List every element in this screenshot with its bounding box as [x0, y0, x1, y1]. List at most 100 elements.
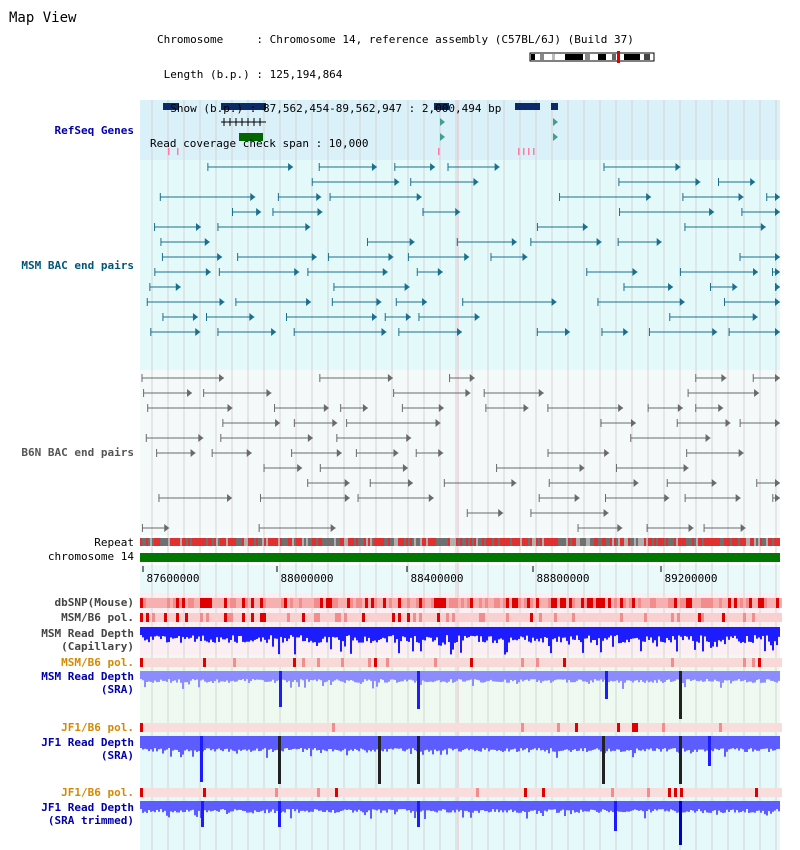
- msm-b6-pol-sra-cell: [173, 658, 176, 667]
- repeat-element: [402, 538, 404, 546]
- jf1-b6-pol-cell: [626, 723, 629, 732]
- repeat-element: [264, 538, 266, 546]
- repeat-element: [736, 538, 738, 546]
- msm-depth-capillary-bar: [610, 627, 612, 636]
- msm-b6-pol-sra-cell: [485, 658, 488, 667]
- jf1-depth-sra-bar: [228, 736, 230, 752]
- jf1-b6-pol-trim-cell: [287, 788, 290, 797]
- jf1-depth-sra-bar: [150, 736, 152, 750]
- axis-track-bg: [140, 565, 780, 593]
- repeat-element: [160, 538, 162, 546]
- msm-b6-pol-cell: [653, 613, 656, 622]
- jf1-depth-sra-bar: [436, 736, 438, 752]
- jf1-b6-pol-cell: [266, 723, 269, 732]
- b6n-bac-end-arrow: [275, 419, 281, 427]
- msm-b6-pol-sra-cell: [476, 658, 479, 667]
- jf1-depth-sra-bar: [422, 736, 424, 755]
- msm-depth-sra-bar: [332, 671, 334, 682]
- jf1-depth-trim-bar: [300, 801, 302, 811]
- jf1-depth-trim-bar: [298, 801, 300, 813]
- repeat-element: [474, 538, 476, 546]
- msm-depth-sra-bar: [328, 671, 330, 681]
- msm-b6-pol-cell: [458, 613, 461, 622]
- msm-depth-sra-bar: [578, 671, 580, 680]
- b6n-bac-end-arrow: [775, 494, 780, 502]
- jf1-depth-sra-bar: [566, 736, 568, 750]
- jf1-depth-trim-bar: [720, 801, 722, 813]
- repeat-element: [334, 538, 336, 546]
- msm-depth-capillary-bar: [140, 627, 142, 636]
- jf1-depth-sra-bar: [194, 736, 196, 751]
- jf1-depth-sra-bar: [614, 736, 616, 751]
- track-label-msm-depth-cap[interactable]: MSM Read Depth: [41, 627, 134, 640]
- jf1-depth-sra-bar: [762, 736, 764, 749]
- msm-depth-sra-bar: [254, 671, 256, 681]
- msm-b6-pol-sra-cell: [338, 658, 341, 667]
- track-label-msm-b6-pol-1[interactable]: MSM/B6 pol.: [61, 611, 134, 624]
- track-label-dbsnp[interactable]: dbSNP(Mouse): [54, 596, 134, 609]
- dbsnp-cell: [743, 598, 746, 608]
- jf1-b6-pol-trim-cell: [308, 788, 311, 797]
- jf1-b6-pol-trim-cell: [563, 788, 566, 797]
- jf1-depth-trim-bar: [740, 801, 742, 813]
- jf1-b6-pol-cell: [503, 723, 506, 732]
- repeat-element: [406, 538, 408, 546]
- jf1-depth-trim-bar: [382, 801, 384, 811]
- msm-depth-capillary-bar: [592, 627, 594, 641]
- jf1-b6-pol-trim-cell: [335, 788, 338, 797]
- msm-depth-capillary-bar: [280, 627, 282, 637]
- msm-b6-pol-cell: [767, 613, 770, 622]
- track-label-chromosome[interactable]: chromosome 14: [47, 550, 134, 563]
- track-label-jf1-b6-pol-2[interactable]: JF1/B6 pol.: [61, 786, 134, 799]
- jf1-depth-trim-bar: [438, 801, 440, 811]
- msm-depth-sra-bar: [666, 671, 668, 680]
- msm-b6-pol-sra-cell: [695, 658, 698, 667]
- track-label-b6n-bac[interactable]: B6N BAC end pairs: [21, 446, 134, 459]
- track-label-repeat[interactable]: Repeat: [94, 536, 134, 549]
- msm-depth-capillary-bar: [682, 627, 684, 641]
- repeat-element: [260, 538, 262, 546]
- jf1-b6-pol-cell: [359, 723, 362, 732]
- jf1-b6-pol-cell: [617, 723, 620, 732]
- jf1-b6-pol-trim-cell: [674, 788, 677, 797]
- b6n-bac-end-arrow: [775, 374, 780, 382]
- jf1-b6-pol-trim-cell: [200, 788, 203, 797]
- jf1-depth-trim-bar: [390, 801, 392, 810]
- track-label-jf1-b6-pol-1[interactable]: JF1/B6 pol.: [61, 721, 134, 734]
- msm-b6-pol-sra-cell: [515, 658, 518, 667]
- msm-depth-sra-bar: [218, 671, 220, 683]
- jf1-depth-sra-bar: [770, 736, 772, 749]
- msm-depth-capillary-bar: [196, 627, 198, 639]
- msm-b6-pol-sra-cell: [779, 658, 782, 667]
- msm-b6-pol-cell: [350, 613, 353, 622]
- jf1-b6-pol-cell: [629, 723, 632, 732]
- dbsnp-cell: [419, 598, 422, 608]
- msm-b6-pol-sra-cell: [395, 658, 398, 667]
- msm-b6-pol-sra-cell: [533, 658, 536, 667]
- track-label-msm-b6-pol-2[interactable]: MSM/B6 pol.: [61, 656, 134, 669]
- track-label-refseq[interactable]: RefSeq Genes: [54, 124, 134, 137]
- jf1-depth-sra-bar: [384, 736, 386, 750]
- track-label-msm-depth-sra[interactable]: MSM Read Depth: [41, 670, 134, 683]
- track-label-jf1-depth-trim[interactable]: JF1 Read Depth: [41, 801, 134, 814]
- jf1-b6-pol-cell: [671, 723, 674, 732]
- track-label-msm-bac[interactable]: MSM BAC end pairs: [21, 259, 134, 272]
- dbsnp-cell: [251, 598, 254, 608]
- msm-b6-pol-sra-cell: [233, 658, 236, 667]
- msm-b6-pol-cell: [509, 613, 512, 622]
- msm-depth-sra-bar: [734, 671, 736, 681]
- repeat-element: [570, 538, 572, 546]
- jf1-b6-pol-cell: [521, 723, 524, 732]
- repeat-element: [306, 538, 308, 546]
- dbsnp-cell: [392, 598, 395, 608]
- track-label-jf1-depth-sra[interactable]: JF1 Read Depth: [41, 736, 134, 749]
- msm-depth-sra-bar: [166, 671, 168, 682]
- jf1-depth-sra-bar: [170, 736, 172, 757]
- dbsnp-cell: [749, 598, 752, 608]
- msm-b6-pol-sra-cell: [182, 658, 185, 667]
- msm-depth-sra-bar: [178, 671, 180, 680]
- msm-depth-capillary-bar: [284, 627, 286, 639]
- msm-bac-end-arrow: [775, 328, 780, 336]
- msm-b6-pol-sra-cell: [551, 658, 554, 667]
